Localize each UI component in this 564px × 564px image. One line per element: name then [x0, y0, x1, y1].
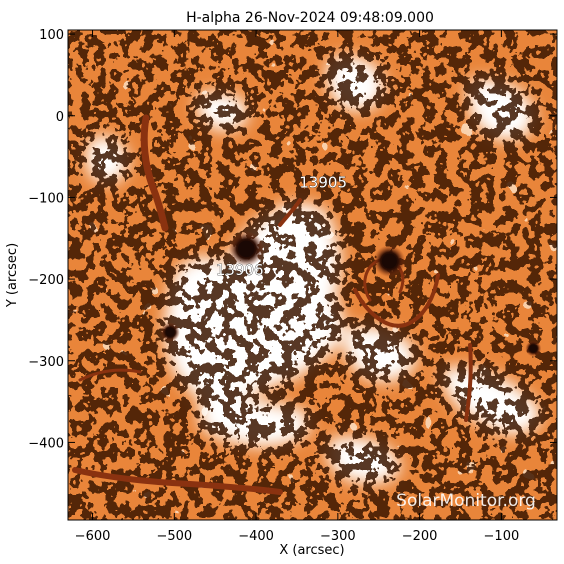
chart-title: H-alpha 26-Nov-2024 09:48:09.000 — [186, 10, 434, 26]
sunspot-umbra — [238, 240, 255, 258]
sunspot-umbra — [529, 344, 538, 353]
fibril-texture — [68, 30, 557, 520]
x-tick-label: −200 — [402, 529, 438, 544]
filament-west-vertical — [140, 114, 169, 232]
x-tick-label: −400 — [238, 529, 274, 544]
y-axis: 100 0 −100 −200 −300 −400 — [28, 28, 557, 451]
y-tick-label: −400 — [28, 436, 64, 451]
plot-frame — [67, 29, 558, 521]
sunspot-umbra — [165, 327, 175, 337]
y-tick-label: 100 — [39, 28, 64, 43]
filaments — [72, 114, 473, 495]
sunspots — [160, 231, 542, 357]
x-tick-label: −300 — [320, 529, 356, 544]
filament-south — [72, 467, 283, 495]
y-tick-label: 0 — [56, 110, 64, 125]
sunspot-umbra — [381, 253, 397, 269]
filament-lower-left — [78, 368, 142, 382]
y-axis-label: Y (arcsec) — [5, 243, 20, 308]
y-tick-label: −100 — [28, 191, 64, 206]
filament-center-1 — [278, 198, 302, 227]
y-tick-label: −200 — [28, 273, 64, 288]
y-tick-label: −300 — [28, 355, 64, 370]
x-tick-label: −500 — [156, 529, 192, 544]
watermark: SolarMonitor.org — [396, 491, 536, 511]
x-axis: −600 −500 −400 −300 −200 −100 — [75, 30, 520, 544]
active-regions: 13905 13906 — [216, 173, 348, 279]
filament-east-vert — [464, 343, 473, 422]
x-axis-label: X (arcsec) — [279, 543, 344, 558]
x-tick-label: −600 — [75, 529, 111, 544]
active-region-label: 13906 — [216, 261, 264, 279]
solar-image: 13905 13906 SolarMonitor.org — [68, 30, 557, 520]
filament-arc-east — [353, 273, 440, 328]
x-tick-label: −100 — [484, 529, 520, 544]
active-region-label: 13905 — [299, 174, 347, 192]
